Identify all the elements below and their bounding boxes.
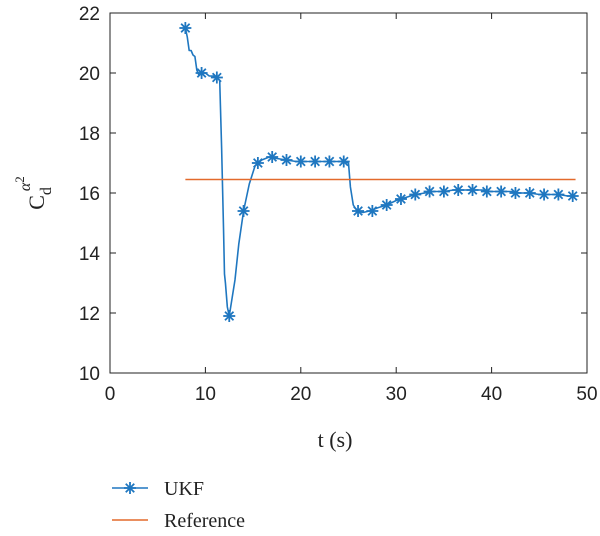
- y-tick-label: 12: [79, 304, 100, 325]
- x-tick-label: 10: [195, 384, 216, 405]
- x-tick-label: 40: [481, 384, 502, 405]
- series-line-ukf: [184, 27, 576, 317]
- data-point-ukf: [509, 187, 522, 199]
- data-point-ukf: [337, 155, 350, 168]
- y-axis-label-superscript-power: 2: [12, 176, 27, 183]
- data-point-ukf: [495, 185, 508, 198]
- data-point-ukf: [280, 154, 293, 166]
- data-point-ukf: [179, 22, 192, 34]
- data-point-ukf: [380, 199, 393, 211]
- x-tick-label: 50: [576, 384, 597, 405]
- x-axis-ticks: 0 10 20 30 40 50: [105, 13, 598, 405]
- x-tick-label: 30: [386, 384, 407, 405]
- data-point-ukf: [394, 193, 407, 205]
- data-point-ukf: [437, 185, 450, 198]
- y-axis-label: Cdα2: [12, 176, 55, 210]
- data-point-ukf: [538, 188, 551, 201]
- data-point-ukf: [523, 187, 536, 199]
- data-point-ukf: [309, 155, 322, 168]
- data-point-ukf: [323, 155, 336, 168]
- data-point-ukf: [294, 155, 307, 168]
- data-point-ukf: [566, 190, 579, 202]
- legend: UKF Reference: [112, 478, 245, 532]
- data-point-ukf: [466, 184, 479, 196]
- data-point-ukf: [452, 184, 465, 196]
- data-point-ukf: [552, 188, 565, 201]
- legend-reference-label: Reference: [164, 510, 245, 532]
- data-point-ukf: [266, 151, 279, 163]
- data-point-ukf: [409, 188, 422, 201]
- data-point-ukf: [480, 185, 493, 198]
- data-point-ukf: [237, 205, 250, 217]
- legend-ukf-label: UKF: [164, 478, 204, 500]
- data-point-ukf: [251, 157, 264, 169]
- svg-text:Cdα2: Cdα2: [12, 176, 55, 210]
- legend-entry-ukf: UKF: [112, 478, 204, 500]
- data-point-ukf: [210, 71, 223, 84]
- y-tick-label: 10: [79, 364, 100, 385]
- x-axis-label: t (s): [318, 427, 353, 452]
- y-axis-label-subscript: d: [38, 187, 55, 195]
- data-point-ukf: [423, 185, 436, 198]
- y-tick-label: 22: [79, 4, 100, 25]
- data-point-ukf: [223, 310, 236, 322]
- data-point-ukf: [352, 205, 365, 217]
- x-tick-label: 20: [290, 384, 311, 405]
- x-tick-label: 0: [105, 384, 116, 405]
- legend-ukf-asterisk-icon: [124, 482, 136, 494]
- data-point-ukf: [366, 205, 379, 217]
- y-tick-label: 18: [79, 124, 100, 145]
- y-axis-label-superscript-symbol: α: [17, 182, 34, 191]
- legend-entry-reference: Reference: [112, 510, 245, 532]
- y-axis-ticks: 10 12 14 16 18 20 22: [79, 4, 587, 385]
- y-tick-label: 20: [79, 64, 100, 85]
- legend-ukf-marker: [124, 482, 136, 494]
- series-layer: [179, 22, 579, 322]
- y-axis-label-base: C: [24, 195, 49, 210]
- y-tick-label: 16: [79, 184, 100, 205]
- data-point-ukf: [195, 67, 208, 79]
- y-tick-label: 14: [79, 244, 101, 265]
